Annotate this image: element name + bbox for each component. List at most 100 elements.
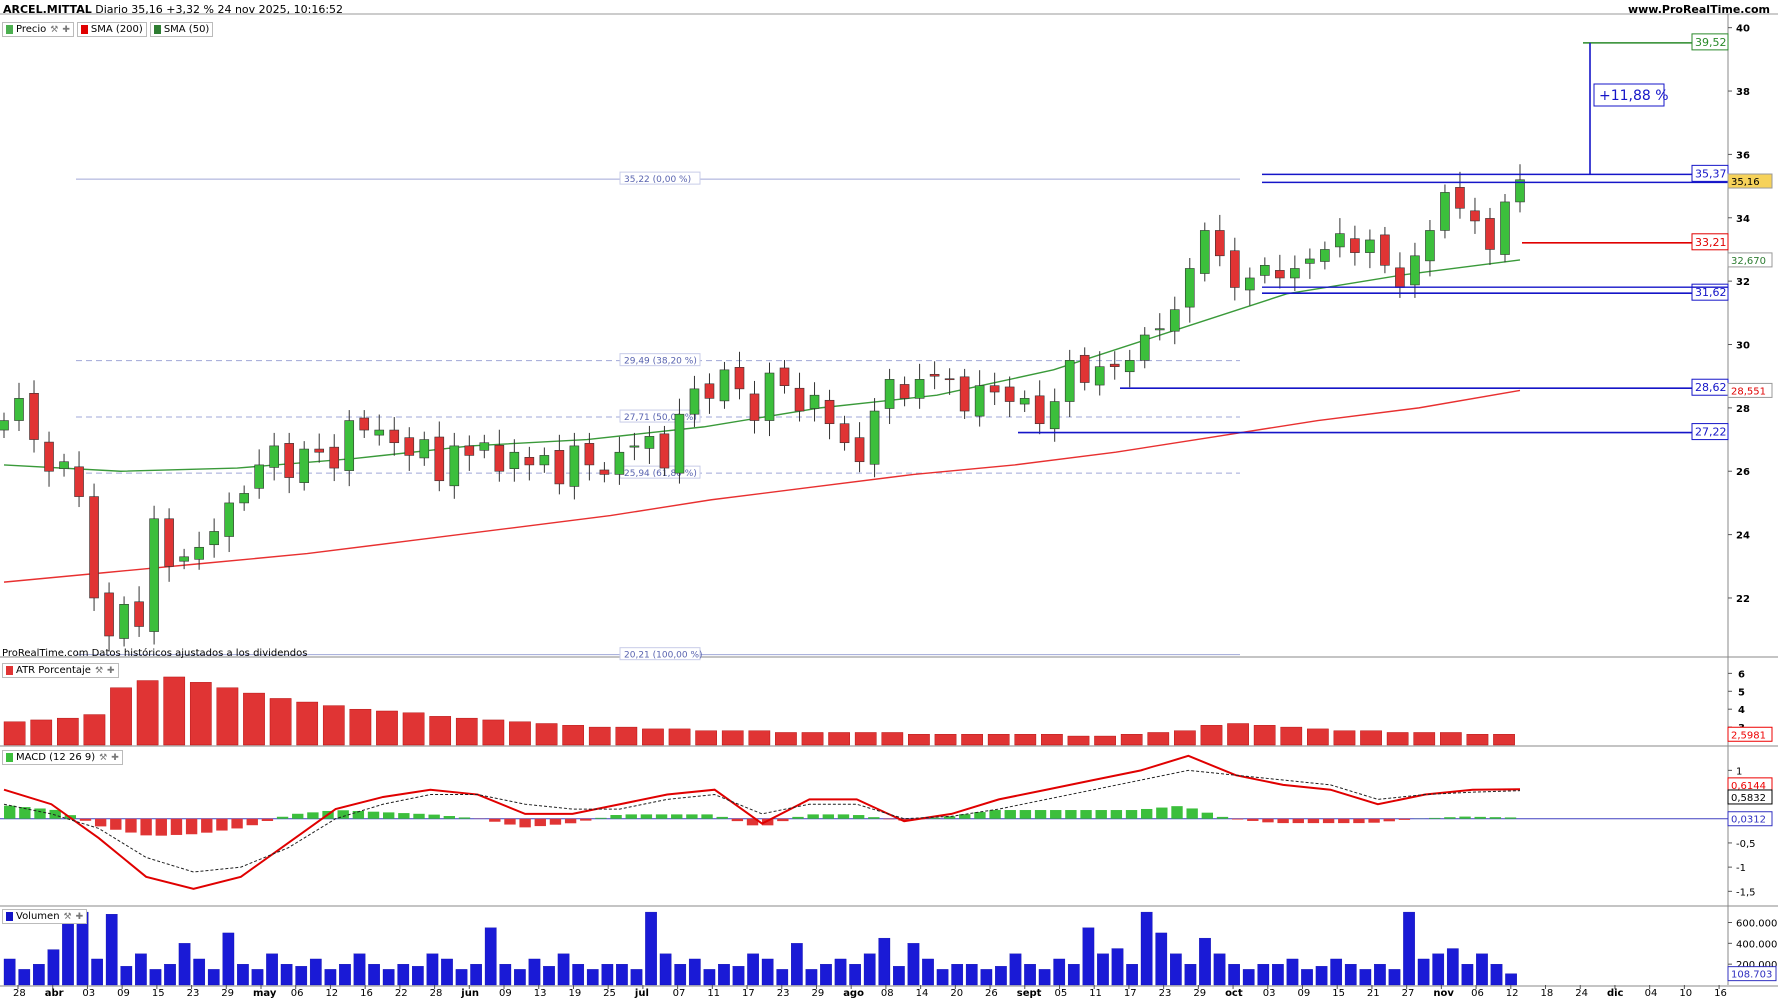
atr-swatch: [6, 666, 13, 675]
volume-bar: [105, 914, 118, 986]
volume-bar: [1257, 964, 1270, 986]
candle-body: [779, 367, 790, 386]
candle-body: [884, 379, 895, 409]
candle-body: [734, 367, 745, 390]
macd-histogram-bar: [1353, 818, 1365, 824]
x-tick-label: 07: [673, 988, 686, 999]
volume-bar: [1388, 969, 1401, 986]
macd-histogram-bar: [1201, 812, 1214, 819]
macd-histogram-bar: [307, 812, 319, 819]
price-tag-box: [1727, 173, 1773, 189]
candle-body: [1485, 218, 1495, 250]
x-tick-label: 06: [1471, 988, 1484, 999]
atr-bar: [509, 721, 531, 746]
volume-bar: [834, 958, 847, 986]
plus-icon[interactable]: ✚: [111, 752, 119, 763]
volume-bar: [353, 953, 366, 986]
macd-histogram-bar: [792, 816, 804, 819]
volume-bar: [266, 953, 278, 986]
plus-icon[interactable]: ✚: [75, 911, 84, 922]
atr-bar: [56, 717, 79, 746]
macd-histogram-bar: [1065, 810, 1077, 819]
volume-bar: [1213, 953, 1226, 986]
volume-bar: [164, 964, 176, 986]
atr-bar: [1041, 734, 1063, 746]
volume-bar: [222, 932, 235, 986]
macd-histogram-bar: [1125, 810, 1138, 819]
instrument-name: ARCEL.MITTAL: [3, 3, 92, 16]
atr-bar: [30, 719, 53, 746]
volume-bar: [572, 964, 585, 986]
y-tick-label: 22: [1736, 594, 1750, 605]
macd-histogram-bar: [1489, 817, 1502, 819]
plus-icon[interactable]: ✚: [62, 24, 70, 35]
wrench-icon[interactable]: ⚒: [50, 24, 59, 35]
fib-label-box: [619, 353, 701, 367]
atr-bar: [1360, 730, 1382, 746]
candle-body: [1004, 386, 1015, 402]
volume-bar: [601, 964, 614, 986]
price-summary: Diario 35,16 +3,32 % 24 nov 2025, 10:16:…: [95, 3, 344, 16]
volume-bar: [1067, 964, 1080, 986]
macd-histogram-bar: [595, 817, 607, 819]
plus-icon[interactable]: ✚: [107, 665, 115, 676]
x-tick-label: 12: [325, 988, 338, 999]
candle-body: [1154, 328, 1165, 331]
wrench-icon[interactable]: ⚒: [94, 665, 104, 676]
macd-histogram-bar: [959, 814, 971, 819]
legend-price-swatch: [6, 25, 13, 34]
volume-bar: [878, 937, 891, 986]
panel-title-volume[interactable]: Volumen ⚒ ✚: [2, 909, 88, 924]
candle-body: [809, 394, 820, 409]
volume-bar: [339, 964, 351, 986]
macd-histogram-bar: [868, 817, 880, 819]
volume-bar: [965, 964, 978, 986]
atr-bar: [1440, 732, 1462, 746]
candle-body: [209, 531, 219, 546]
wrench-icon[interactable]: ⚒: [63, 911, 72, 922]
volume-bar: [1446, 948, 1459, 986]
x-tick-label: 27: [1402, 988, 1415, 999]
legend-sma200-swatch: [80, 25, 88, 34]
volume-bar: [761, 958, 774, 986]
volume-bar: [484, 927, 497, 986]
volume-bar: [645, 911, 657, 986]
macd-histogram-bar: [458, 817, 471, 819]
macd-histogram-bar: [261, 818, 274, 821]
volume-bar: [543, 966, 555, 986]
wrench-icon[interactable]: ⚒: [99, 752, 108, 763]
macd-histogram-bar: [110, 818, 122, 830]
candle-body: [1335, 233, 1345, 248]
atr-bar: [243, 692, 265, 746]
volume-bar: [33, 964, 45, 986]
candle-body: [1275, 270, 1285, 279]
volume-bar: [470, 964, 482, 986]
macd-histogram-bar: [4, 805, 16, 819]
legend-sma200[interactable]: SMA (200): [76, 22, 147, 37]
legend-sma50[interactable]: SMA (50): [149, 22, 214, 37]
volume-tick-label: 400.000: [1736, 939, 1777, 950]
macd-histogram-bar: [1034, 810, 1047, 819]
macd-histogram-bar: [671, 814, 683, 819]
x-tick-label: 29: [221, 988, 234, 999]
legend-price[interactable]: Precio ⚒ ✚: [2, 22, 74, 37]
volume-bar: [135, 953, 147, 986]
volume-bar: [907, 943, 920, 986]
candle-body: [1410, 255, 1420, 286]
panel-title-macd[interactable]: MACD (12 26 9) ⚒ ✚: [2, 750, 123, 765]
volume-bar: [1097, 953, 1109, 986]
volume-bar: [149, 969, 162, 986]
panel-title-atr[interactable]: ATR Porcentaje ⚒ ✚: [2, 663, 119, 678]
macd-histogram-bar: [413, 813, 425, 819]
y-tick-label: 34: [1736, 214, 1750, 225]
atr-bar: [1067, 735, 1090, 746]
fib-label-box: [619, 647, 701, 661]
macd-tick-label: -1: [1736, 863, 1746, 874]
macd-histogram-bar: [716, 816, 728, 819]
volume-bar: [1461, 964, 1474, 986]
macd-histogram-bar: [185, 818, 198, 835]
atr-bar: [1094, 735, 1116, 746]
fib-label: 29,49 (38,20 %): [624, 357, 697, 367]
macd-histogram-bar: [276, 816, 289, 819]
volume-bar: [688, 958, 701, 986]
